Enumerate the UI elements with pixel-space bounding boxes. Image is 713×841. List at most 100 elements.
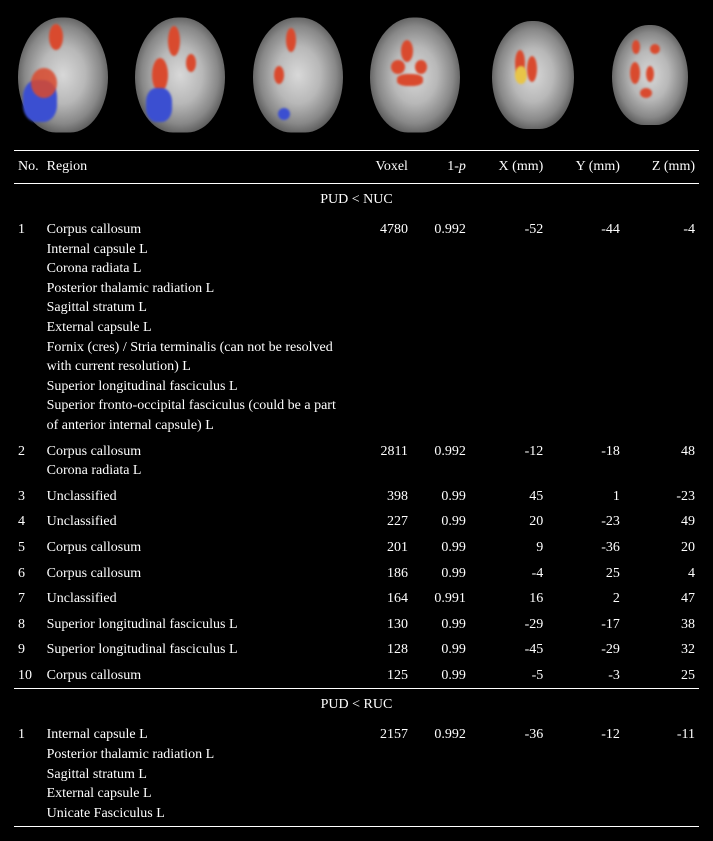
cell-pval: 0.99 (412, 509, 470, 535)
table-body: PUD < NUC1Corpus callosumInternal capsul… (14, 184, 699, 827)
activation-red (286, 28, 296, 52)
cell-x: -5 (470, 663, 547, 689)
activation-red (49, 24, 63, 50)
cell-x: -52 (470, 214, 547, 439)
col-voxel: Voxel (353, 151, 412, 184)
results-table-wrap: No. Region Voxel 1-p X (mm) Y (mm) Z (mm… (0, 150, 713, 841)
section-title-row: PUD < NUC (14, 184, 699, 215)
region-main: Corpus callosum (47, 442, 349, 462)
cell-z: 38 (624, 612, 699, 638)
cell-z: 4 (624, 561, 699, 587)
cell-z: -23 (624, 484, 699, 510)
cell-voxel: 130 (353, 612, 412, 638)
cell-pval: 0.992 (412, 719, 470, 826)
cell-no: 8 (14, 612, 43, 638)
region-sub: External capsule L (47, 318, 349, 338)
cell-region: Corpus callosum (43, 561, 353, 587)
activation-red (274, 66, 284, 84)
cell-no: 9 (14, 637, 43, 663)
region-sub: Posterior thalamic radiation L (47, 279, 349, 299)
bottom-rule (14, 826, 699, 827)
cell-pval: 0.99 (412, 535, 470, 561)
cell-y: -12 (547, 719, 624, 826)
cell-y: 1 (547, 484, 624, 510)
cell-region: Corpus callosumInternal capsule LCorona … (43, 214, 353, 439)
region-main: Internal capsule L (47, 725, 349, 745)
brain-slices-panel (0, 0, 713, 150)
cell-pval: 0.99 (412, 484, 470, 510)
cell-pval: 0.99 (412, 561, 470, 587)
cell-pval: 0.99 (412, 663, 470, 689)
cell-y: -23 (547, 509, 624, 535)
region-sub: Corona radiata L (47, 461, 349, 481)
cell-x: -45 (470, 637, 547, 663)
region-sub: Superior longitudinal fasciculus L (47, 377, 349, 397)
results-table: No. Region Voxel 1-p X (mm) Y (mm) Z (mm… (14, 150, 699, 826)
cell-no: 1 (14, 214, 43, 439)
cell-region: Corpus callosumCorona radiata L (43, 439, 353, 484)
brain-slice (479, 10, 587, 140)
table-row: 7Unclassified1640.99116247 (14, 586, 699, 612)
region-main: Corpus callosum (47, 220, 349, 240)
cell-region: Unclassified (43, 484, 353, 510)
section-title-row: PUD < RUC (14, 689, 699, 720)
cell-pval: 0.99 (412, 637, 470, 663)
cell-y: -17 (547, 612, 624, 638)
region-main: Unclassified (47, 589, 349, 609)
cell-voxel: 227 (353, 509, 412, 535)
cell-voxel: 125 (353, 663, 412, 689)
cell-no: 4 (14, 509, 43, 535)
cell-region: Internal capsule LPosterior thalamic rad… (43, 719, 353, 826)
cell-pval: 0.99 (412, 612, 470, 638)
cell-pval: 0.992 (412, 439, 470, 484)
table-row: 10Corpus callosum1250.99-5-325 (14, 663, 699, 689)
table-row: 1Internal capsule LPosterior thalamic ra… (14, 719, 699, 826)
brain-slice (361, 10, 469, 140)
col-pval: 1-p (412, 151, 470, 184)
cell-no: 1 (14, 719, 43, 826)
region-sub: Unicate Fasciculus L (47, 804, 349, 824)
cell-voxel: 2811 (353, 439, 412, 484)
cell-x: 45 (470, 484, 547, 510)
table-row: 3Unclassified3980.99451-23 (14, 484, 699, 510)
table-row: 2Corpus callosumCorona radiata L28110.99… (14, 439, 699, 484)
region-main: Unclassified (47, 512, 349, 532)
table-row: 5Corpus callosum2010.999-3620 (14, 535, 699, 561)
activation-blue (278, 108, 290, 120)
cell-no: 10 (14, 663, 43, 689)
brain-slice (9, 10, 117, 140)
cell-z: 47 (624, 586, 699, 612)
cell-region: Superior longitudinal fasciculus L (43, 637, 353, 663)
region-sub: Posterior thalamic radiation L (47, 745, 349, 765)
cell-x: -36 (470, 719, 547, 826)
col-region: Region (43, 151, 353, 184)
cell-voxel: 4780 (353, 214, 412, 439)
cell-y: 2 (547, 586, 624, 612)
region-main: Corpus callosum (47, 564, 349, 584)
cell-y: -3 (547, 663, 624, 689)
cell-region: Unclassified (43, 586, 353, 612)
cell-region: Corpus callosum (43, 535, 353, 561)
region-sub: External capsule L (47, 784, 349, 804)
region-main: Superior longitudinal fasciculus L (47, 640, 349, 660)
cell-z: 32 (624, 637, 699, 663)
cell-no: 7 (14, 586, 43, 612)
region-sub: Corona radiata L (47, 259, 349, 279)
activation-red (31, 68, 57, 98)
cell-voxel: 201 (353, 535, 412, 561)
cell-y: 25 (547, 561, 624, 587)
cell-z: 25 (624, 663, 699, 689)
col-no: No. (14, 151, 43, 184)
cell-y: -18 (547, 439, 624, 484)
cell-no: 2 (14, 439, 43, 484)
col-x: X (mm) (470, 151, 547, 184)
table-row: 4Unclassified2270.9920-2349 (14, 509, 699, 535)
cell-x: 20 (470, 509, 547, 535)
cell-voxel: 128 (353, 637, 412, 663)
table-row: 9Superior longitudinal fasciculus L1280.… (14, 637, 699, 663)
cell-pval: 0.992 (412, 214, 470, 439)
cell-z: 20 (624, 535, 699, 561)
cell-x: -29 (470, 612, 547, 638)
cell-z: -4 (624, 214, 699, 439)
col-y: Y (mm) (547, 151, 624, 184)
